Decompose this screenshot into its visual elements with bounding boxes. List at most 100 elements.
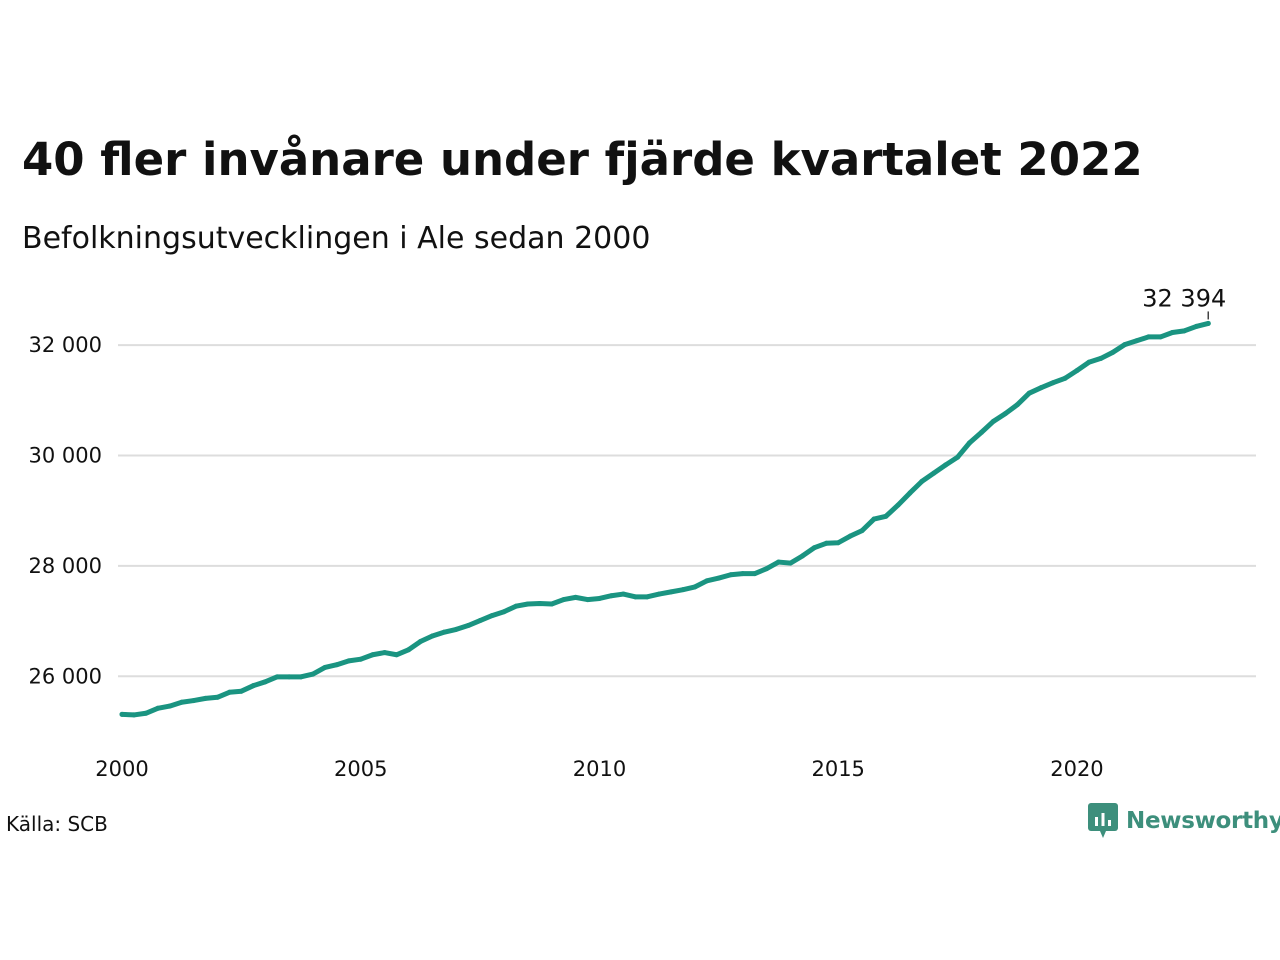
data-point	[119, 711, 125, 717]
data-point	[620, 591, 626, 597]
data-point	[179, 699, 185, 705]
data-point	[668, 589, 674, 595]
data-point	[1181, 328, 1187, 334]
data-point	[1110, 349, 1116, 355]
data-point	[262, 679, 268, 685]
data-point	[1014, 402, 1020, 408]
data-point	[1193, 323, 1199, 329]
data-point	[752, 571, 758, 577]
data-point	[203, 695, 209, 701]
y-tick-label: 28 000	[29, 554, 102, 578]
data-point	[1169, 329, 1175, 335]
data-point	[525, 601, 531, 607]
y-tick-label: 26 000	[29, 664, 102, 688]
data-point	[1038, 385, 1044, 391]
data-point	[1002, 411, 1008, 417]
data-point	[883, 513, 889, 519]
data-point	[799, 553, 805, 559]
data-point	[358, 656, 364, 662]
grid-lines	[118, 344, 1256, 678]
x-tick-label: 2020	[1050, 757, 1103, 781]
data-point	[453, 626, 459, 632]
data-point	[501, 609, 507, 615]
data-point	[405, 647, 411, 653]
data-point	[835, 540, 841, 546]
data-point	[226, 689, 232, 695]
x-tick-label: 2010	[573, 757, 626, 781]
y-axis-tick-labels: 26 000 28 000 30 000 32 000	[29, 333, 102, 688]
data-point	[978, 429, 984, 435]
data-point	[740, 571, 746, 577]
data-point	[238, 688, 244, 694]
data-point	[823, 540, 829, 546]
data-point	[811, 545, 817, 551]
data-point	[382, 650, 388, 656]
data-point	[955, 454, 961, 460]
data-point	[787, 560, 793, 566]
data-point	[334, 662, 340, 668]
data-point	[465, 623, 471, 629]
y-tick-label: 30 000	[29, 444, 102, 468]
line-chart: 26 000 28 000 30 000 32 000 2000 2005 2010 201…	[29, 284, 1256, 781]
data-point	[1122, 342, 1128, 348]
data-point	[859, 528, 865, 534]
end-value-label: 32 394	[1142, 284, 1226, 312]
data-point	[871, 516, 877, 522]
data-point	[596, 595, 602, 601]
data-point	[286, 674, 292, 680]
data-point	[155, 705, 161, 711]
data-point	[573, 594, 579, 600]
data-point	[274, 674, 280, 680]
data-point	[1098, 355, 1104, 361]
chart-subtitle: Befolkningsutvecklingen i Ale sedan 2000	[22, 221, 651, 256]
x-tick-label: 2000	[95, 757, 148, 781]
newsworthy-brand[interactable]: Newsworthy	[1088, 803, 1280, 839]
data-point	[704, 578, 710, 584]
data-point	[1026, 390, 1032, 396]
brand-name: Newsworthy	[1126, 808, 1280, 834]
data-point	[990, 418, 996, 424]
data-point	[346, 658, 352, 664]
data-point	[1158, 334, 1164, 340]
data-point	[716, 575, 722, 581]
data-point	[895, 502, 901, 508]
data-point	[417, 639, 423, 645]
data-point	[656, 591, 662, 597]
chart-title: 40 fler invånare under fjärde kvartalet …	[22, 133, 1143, 186]
data-point	[764, 566, 770, 572]
data-point	[931, 470, 937, 476]
data-point	[394, 652, 400, 658]
data-point	[322, 664, 328, 670]
data-point	[847, 533, 853, 539]
source-note: Källa: SCB	[6, 812, 108, 836]
data-point	[131, 712, 137, 718]
series-line	[119, 320, 1211, 718]
y-tick-label: 32 000	[29, 333, 102, 357]
data-point	[608, 593, 614, 599]
data-point	[298, 674, 304, 680]
data-point	[477, 618, 483, 624]
x-tick-label: 2005	[334, 757, 387, 781]
data-point	[692, 584, 698, 590]
x-tick-label: 2015	[811, 757, 864, 781]
data-point	[1050, 380, 1056, 386]
newsworthy-logo-icon	[1088, 803, 1118, 838]
data-point	[191, 698, 197, 704]
data-point	[943, 462, 949, 468]
data-point	[907, 490, 913, 496]
data-point	[143, 710, 149, 716]
data-point	[1205, 320, 1211, 326]
data-point	[1062, 375, 1068, 381]
data-point	[513, 603, 519, 609]
data-point	[214, 694, 220, 700]
data-point	[1086, 359, 1092, 365]
data-point	[632, 594, 638, 600]
data-point	[489, 613, 495, 619]
data-point	[680, 587, 686, 593]
data-point	[1074, 368, 1080, 374]
data-point	[919, 478, 925, 484]
data-point	[167, 703, 173, 709]
end-annotation: 32 394	[1142, 284, 1226, 320]
data-point	[585, 597, 591, 603]
data-point	[549, 601, 555, 607]
